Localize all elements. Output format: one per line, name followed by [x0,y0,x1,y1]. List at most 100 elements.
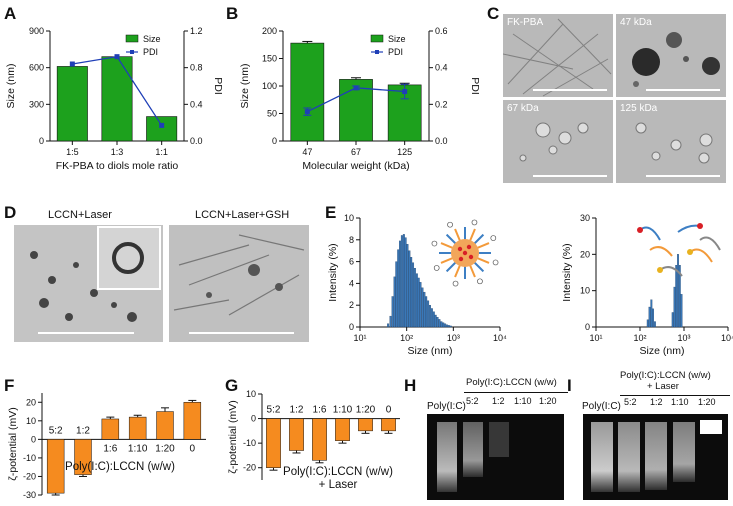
chart-g-bar [289,418,304,451]
chart-f-category-label: 0 [190,443,196,454]
schematic-charge-icon [492,259,499,266]
schematic-fragment-end [697,223,703,229]
panel-label-b: B [226,4,238,23]
chart-b-xtick-label: 125 [397,147,412,157]
chart-g-ytick-label: -20 [243,463,256,473]
chart-f-category-label: 5:2 [49,425,63,436]
chart-a-legend-pdi-label: PDI [143,47,158,57]
chart-e2-ytick-label: 30 [580,213,590,223]
chart-a-ytick-label: 0 [39,136,44,146]
schematic-charge-icon [431,240,438,247]
chart-f-ylabel: ζ-potential (mV) [7,407,19,481]
schematic-charge-icon [452,280,459,287]
chart-f-bar [128,416,147,440]
chart-e1-hist-bar [391,296,394,328]
chart-e2-hist-bar [652,308,654,328]
tem-image-47kda: 47 kDa [616,14,726,97]
chart-e1-hist-bar [449,325,452,328]
chart-e2-xtick-label: 10³ [677,333,690,343]
tem-image-67kda: 67 kDa [503,100,613,183]
panel-label-a: A [4,4,16,23]
chart-e1-hist-bar [421,287,424,328]
gel-i-bracket [620,395,730,396]
panel-label-g: G [225,376,238,395]
chart-a-ytick-label: 300 [29,99,44,109]
chart-b-y2tick-label: 0.4 [435,63,448,73]
schematic-polymer-arm [472,260,485,273]
tem-label-fk-pba: FK-PBA [507,17,544,28]
chart-e1-ytick-label: 0 [349,322,354,332]
chart-e1-ytick-label: 6 [349,257,354,267]
chart-b-xtick-label: 67 [351,147,361,157]
chart-e1-ytick-label: 10 [344,213,354,223]
chart-e2-hist-bar [671,312,674,328]
chart-b-ytick-label: 0 [272,136,277,146]
gel-h-lane-2: 1:2 [492,396,505,406]
chart-a-ytick-label: 900 [29,26,44,36]
chart-e1-hist-bar [440,321,443,328]
schematic-polymer-fragment [649,246,673,257]
chart-e1-hist-bar [434,314,437,328]
chart-b-legend-pdi-label: PDI [388,47,403,57]
chart-g-category-label: 1:6 [313,405,327,416]
schematic-core-dot [457,246,463,252]
chart-a-xtick-label: 1:3 [111,147,124,157]
chart-g-category-label: 1:10 [333,405,353,416]
chart-b-ytick-label: 100 [262,81,277,91]
chart-e1-hist-bar [423,291,426,328]
chart-e2-xtick-label: 10² [633,333,646,343]
chart-e2-hist-bar [646,319,649,328]
chart-e1-hist-bar [415,273,418,328]
schematic-fragment-end [657,267,663,273]
chart-e1-ytick-label: 4 [349,278,354,288]
chart-g-bar [335,418,350,441]
chart-e1-xtick-label: 10⁴ [493,333,507,343]
chart-e2-xlabel: Size (nm) [640,345,685,357]
chart-e1-hist-bar [438,319,441,328]
chart-a-bar [56,66,88,142]
chart-e1-ytick-label: 2 [349,300,354,310]
chart-e2-hist-bar [673,286,676,328]
gel-h-label-complex: Poly(I:C):LCCN (w/w) [466,377,557,388]
chart-e1-xlabel: Size (nm) [408,345,453,357]
chart-g-ytick-label: 0 [251,414,256,424]
gel-i-lane-2: 1:2 [650,397,663,407]
chart-b-y2tick-label: 0.6 [435,26,448,36]
schematic-polymer-arm [445,233,458,246]
chart-e1-hist-bar [425,296,428,328]
gel-i-lane-3: 1:10 [671,397,689,407]
chart-e2-ytick-label: 20 [580,249,590,259]
schematic-polymer-arm [472,233,485,246]
schematic-fragment-end [687,249,693,255]
schematic-core-dot [468,254,474,260]
gel-i-lane-1: 5:2 [624,397,637,407]
chart-g-category-label: 0 [386,405,392,416]
chart-e1-xtick-label: 10³ [447,333,460,343]
chart-e1-xtick-label: 10² [400,333,413,343]
chart-e1-hist-bar [436,317,439,328]
chart-e2-hist-bar [675,265,678,328]
chart-f-bar [156,411,174,440]
chart-e2-ytick-label: 0 [585,322,590,332]
chart-g-bar [312,418,327,461]
schematic-polymer-arm [475,242,490,250]
chart-a-xtick-label: 1:1 [155,147,168,157]
tem-d-label-1: LCCN+Laser [48,209,112,221]
chart-e2-xtick-label: 10¹ [589,333,602,343]
chart-a-y2label: PDI [212,77,224,95]
chart-b-xlabel: Molecular weight (kDa) [302,160,409,172]
chart-e1-hist-bar [442,322,445,328]
chart-e2-hist-bar [653,321,656,328]
chart-b-ytick-label: 50 [267,109,277,119]
chart-b-y2tick-label: 0.0 [435,136,448,146]
chart-e1-hist-bar [397,249,400,328]
chart-b-legend-pdi-marker [375,50,379,54]
schematic-polymer-fragment [689,248,713,263]
chart-g-bar [266,418,281,468]
chart-a-y2tick-label: 0.4 [190,99,203,109]
gel-h-lane-3: 1:10 [514,396,532,406]
schematic-polymer-arm [440,242,455,250]
schematic-charge-icon [477,278,483,285]
chart-a-bar [101,56,133,142]
